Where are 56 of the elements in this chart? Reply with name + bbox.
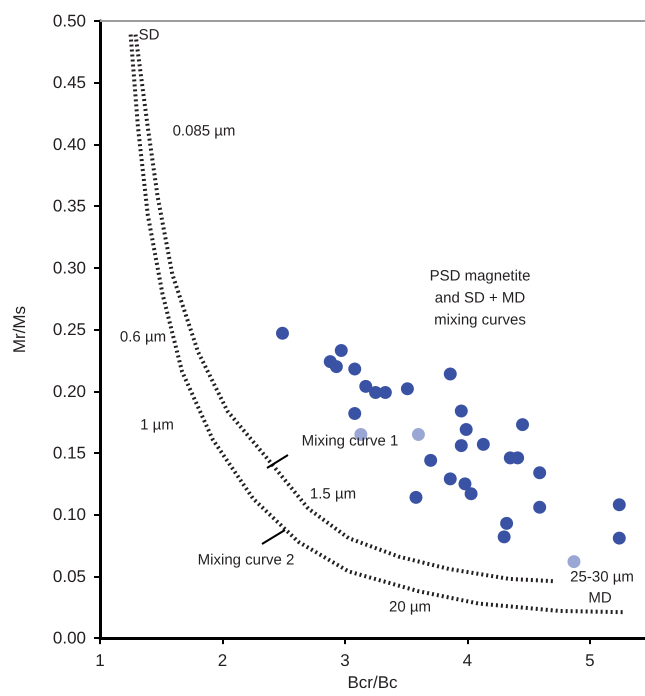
point — [348, 362, 362, 376]
y-tick-label: 0.00 — [52, 628, 86, 648]
point — [454, 404, 468, 418]
y-tick-label: 0.35 — [52, 196, 86, 216]
y-tick-label: 0.10 — [52, 505, 86, 524]
point — [460, 423, 473, 436]
point — [458, 477, 472, 490]
annotation: Mixing curve 2 — [198, 552, 294, 568]
point — [330, 360, 343, 374]
point — [516, 418, 530, 432]
y-tick-label: 0.20 — [52, 382, 86, 401]
point — [567, 555, 580, 568]
y-tick-label: 0.25 — [52, 320, 86, 340]
y-tick-label: 0.30 — [52, 258, 86, 278]
point — [409, 490, 422, 504]
annotation: Mixing curve 1 — [302, 432, 398, 450]
x-tick-label: 3 — [340, 651, 350, 670]
annotation: 25-30 µm — [570, 568, 634, 586]
y-tick-label: 0.50 — [52, 12, 86, 30]
point — [612, 498, 626, 512]
point — [476, 438, 490, 451]
point — [424, 454, 438, 467]
y-axis-title: Mr/Ms — [10, 306, 29, 354]
point — [334, 344, 348, 358]
annotation: 1.5 µm — [310, 486, 356, 502]
x-axis-title: Bcr/Bc — [347, 673, 398, 692]
point — [348, 406, 362, 420]
annotation: 0.085 µm — [172, 122, 236, 140]
annotation: 1 µm — [140, 416, 174, 434]
point — [500, 516, 514, 530]
annotation: PSD magnetite and SD + MD mixing curves — [430, 268, 530, 328]
point — [276, 326, 289, 340]
point — [444, 472, 457, 486]
x-tick-label: 1 — [95, 651, 105, 670]
annotation: SD — [138, 26, 160, 44]
point — [454, 439, 468, 452]
point — [533, 500, 546, 514]
point — [378, 386, 392, 399]
point — [612, 532, 626, 545]
y-tick-label: 0.15 — [52, 443, 86, 462]
annotation: 0.6 µm — [120, 328, 166, 346]
x-tick-label: 2 — [218, 651, 228, 670]
y-tick-label: 0.40 — [52, 134, 86, 154]
annotation: MD — [588, 590, 612, 606]
point — [359, 380, 372, 393]
y-tick-label: 0.05 — [52, 566, 86, 586]
y-tick-label: 0.45 — [52, 73, 86, 92]
point — [412, 428, 425, 441]
point — [444, 367, 457, 380]
x-tick-label: 4 — [462, 651, 472, 670]
point — [533, 466, 546, 480]
point — [464, 487, 478, 500]
point — [498, 530, 511, 544]
point — [400, 382, 414, 396]
annotation: 20 µm — [389, 598, 431, 616]
x-tick-label: 5 — [585, 651, 595, 670]
